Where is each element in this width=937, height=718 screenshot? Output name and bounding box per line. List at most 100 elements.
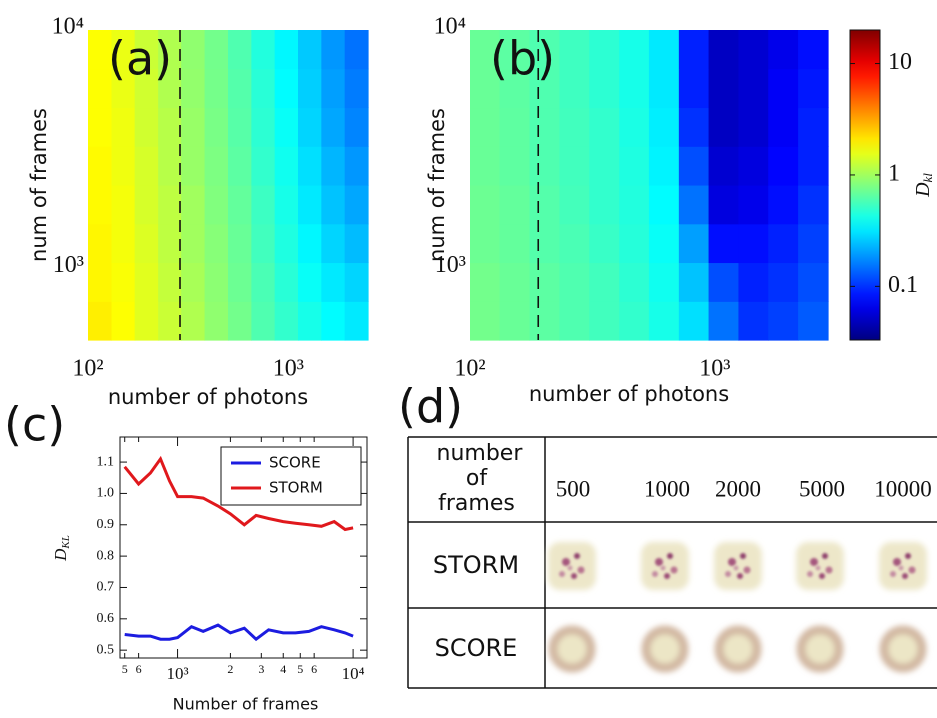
heatmap-cell — [251, 262, 275, 301]
heatmap-cell — [619, 224, 649, 263]
y-axis-label: num of frames — [425, 108, 449, 262]
heatmap-cell — [679, 107, 709, 146]
heatmap-cell — [251, 146, 275, 185]
storm-image — [641, 542, 689, 590]
heatmap-cell — [679, 301, 709, 340]
heatmap-cell — [768, 262, 798, 301]
heatmap-cell — [768, 107, 798, 146]
heatmap-cell — [709, 185, 739, 224]
heatmap-cell — [345, 69, 369, 108]
y-tick-label: 1.0 — [97, 486, 115, 501]
heatmap-cell — [679, 262, 709, 301]
heatmap-cell — [649, 224, 680, 263]
heatmap-cell — [88, 301, 112, 340]
heatmap-cell — [559, 185, 589, 224]
heatmap-cell — [251, 301, 275, 340]
x-tick-label: 10³ — [273, 356, 304, 382]
storm-image — [796, 542, 844, 590]
heatmap-cell — [298, 30, 322, 69]
panel-label: (c) — [4, 398, 65, 452]
heatmap-cell — [500, 185, 531, 224]
heatmap-cell — [768, 146, 798, 185]
heatmap-cell — [111, 301, 135, 340]
heatmap-cell — [228, 69, 252, 108]
colorbar-tick-label: 1 — [888, 160, 900, 186]
header-text: 2000 — [715, 476, 761, 501]
heatmap-cell — [768, 69, 798, 108]
heatmap-cell — [529, 107, 560, 146]
heatmap-cell — [798, 185, 829, 224]
heatmap-cell — [798, 69, 829, 108]
heatmap-cell — [298, 224, 322, 263]
y-tick-label: 0.5 — [97, 642, 115, 657]
heatmap-cell — [589, 185, 620, 224]
heatmap-cell — [619, 146, 649, 185]
heatmap-cell — [181, 69, 205, 108]
heatmap-cell — [181, 224, 205, 263]
heatmap-cell — [559, 262, 589, 301]
heatmap-cell — [135, 262, 159, 301]
heatmap-cell — [181, 262, 205, 301]
heatmap-cell — [298, 107, 322, 146]
heatmap-cell — [649, 185, 680, 224]
heatmap-cell — [798, 146, 829, 185]
heatmap-cell — [111, 224, 135, 263]
heatmap-cell — [709, 69, 739, 108]
heatmap-cell — [298, 146, 322, 185]
y-axis-label-main: D — [51, 548, 70, 562]
heatmap-cell — [738, 262, 768, 301]
heatmap-cell — [275, 30, 299, 69]
colorbar-tick-label: 0.1 — [888, 272, 918, 298]
heatmap-cell — [768, 185, 798, 224]
panel-label: (d) — [398, 380, 463, 434]
heatmap-cell — [345, 224, 369, 263]
heatmap-cell — [181, 30, 205, 69]
x-tick-label: 10² — [454, 356, 485, 382]
y-tick-label: 10⁴ — [434, 14, 466, 40]
x-tick-label: 6 — [311, 662, 317, 676]
page: {"chart_data": [ {"type": "heatmap", "pa… — [0, 0, 937, 718]
heatmap-cell — [500, 146, 531, 185]
heatmap-cell — [709, 107, 739, 146]
x-tick-label: 6 — [136, 662, 142, 676]
heatmap-cell — [768, 30, 798, 69]
colorbar-label-main: D — [912, 182, 934, 198]
heatmap-cell — [321, 262, 345, 301]
x-tick-label: 4 — [280, 662, 286, 676]
heatmap-cell — [181, 146, 205, 185]
heatmap-cell — [768, 301, 798, 340]
heatmap-cell — [470, 224, 500, 263]
score-image — [553, 630, 591, 668]
heatmap-cell — [251, 224, 275, 263]
colorbar-tick-label: 10 — [888, 49, 912, 75]
heatmap-cell — [205, 69, 229, 108]
y-tick-label: 10³ — [53, 252, 84, 278]
heatmap-cell — [709, 30, 739, 69]
heatmap-cell — [679, 146, 709, 185]
header-cell: number of frames — [408, 441, 545, 521]
x-axis-label: number of photons — [529, 382, 729, 406]
panel-label: (b) — [490, 32, 555, 86]
heatmap-cell — [589, 224, 620, 263]
x-tick-label: 5 — [297, 662, 303, 676]
heatmap-cell — [559, 301, 589, 340]
heatmap-cell — [619, 107, 649, 146]
heatmap-cell — [228, 30, 252, 69]
heatmap-cell — [738, 69, 768, 108]
table: (d) number of frames 500 1000 2000 5000 … — [398, 380, 937, 689]
header-text: 500 — [556, 476, 591, 501]
heatmap-cell — [738, 107, 768, 146]
heatmap-cell — [738, 301, 768, 340]
heatmap-cell — [205, 262, 229, 301]
y-tick-label: 1.1 — [97, 454, 115, 469]
heatmap-cell — [228, 301, 252, 340]
heatmap-cell — [619, 69, 649, 108]
heatmap-cell — [679, 224, 709, 263]
heatmap-cell — [111, 146, 135, 185]
panel-label: (a) — [108, 32, 172, 86]
heatmap-cell — [798, 224, 829, 263]
y-tick-label: 0.6 — [97, 611, 115, 626]
heatmap-cell — [559, 146, 589, 185]
heatmap-cell — [251, 69, 275, 108]
y-tick-label: 10⁴ — [52, 14, 84, 40]
